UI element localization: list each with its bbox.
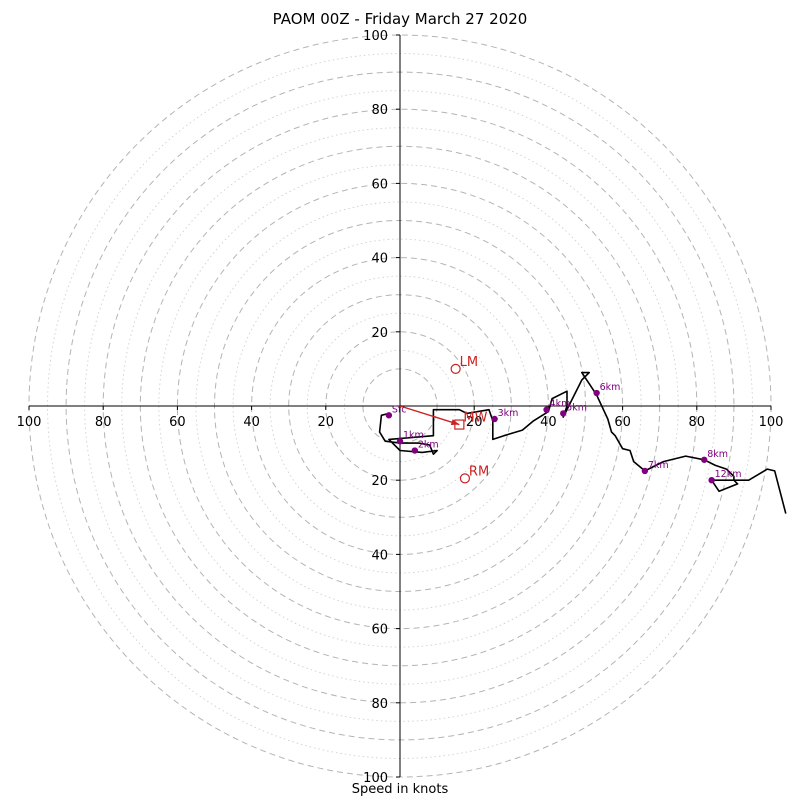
height-label-7km: 7km (648, 460, 669, 471)
y-tick-label-1: 80 (371, 697, 388, 712)
height-dot-2km (411, 447, 419, 454)
y-tick-label-9: 100 (363, 29, 388, 44)
x-tick-label-7: 60 (614, 415, 631, 430)
storm-label-RM: RM (469, 464, 489, 479)
height-dot-12km (708, 477, 715, 484)
y-tick-label-0: 100 (363, 771, 388, 786)
storm-label-LM: LM (460, 355, 478, 370)
y-tick-label-8: 80 (371, 103, 388, 118)
x-tick-label-0: 100 (17, 415, 42, 430)
y-tick-label-3: 40 (371, 548, 388, 563)
height-label-Sfc: Sfc (392, 404, 407, 415)
height-label-1km: 1km (403, 430, 424, 441)
x-axis-label: Speed in knots (351, 782, 449, 797)
storm-marker-LM (450, 363, 461, 374)
chart-title: PAOM 00Z - Friday March 27 2020 (272, 10, 528, 28)
height-dot-3km (491, 415, 498, 423)
height-dot-1km (396, 438, 404, 445)
height-label-4km: 4km (550, 399, 571, 410)
height-label-8km: 8km (707, 449, 728, 460)
height-dot-7km (641, 467, 649, 475)
mean-wind-arrow-shaft (399, 405, 460, 426)
x-tick-label-3: 40 (243, 415, 260, 430)
height-label-2km: 2km (418, 440, 439, 451)
height-dot-4km (543, 406, 550, 413)
y-tick-label-7: 60 (371, 177, 388, 192)
storm-motion-markers: LM RM MW (399, 355, 489, 484)
y-tick-label-4: 20 (371, 474, 388, 489)
x-tick-label-2: 60 (169, 415, 186, 430)
x-tick-label-9: 100 (759, 415, 784, 430)
height-label-5km: 5km (566, 402, 587, 413)
x-tick-label-8: 80 (689, 415, 706, 430)
storm-marker-MW (454, 419, 465, 430)
height-label-3km: 3km (498, 408, 519, 419)
wind-trace-line (378, 371, 787, 514)
x-tick-label-1: 80 (95, 415, 112, 430)
storm-marker-RM (459, 473, 471, 484)
y-tick-label-2: 60 (371, 623, 388, 638)
height-dot-Sfc (385, 412, 393, 419)
height-label-12km: 12km (715, 469, 742, 480)
wind-trace (378, 371, 787, 514)
x-tick-label-5: 20 (466, 415, 483, 430)
storm-label-MW: MW (463, 411, 487, 426)
height-dot-5km (560, 410, 567, 417)
height-dot-8km (701, 456, 708, 463)
y-tick-label-5: 20 (371, 326, 388, 341)
axis-ticks: 100 100 80 80 60 60 40 40 20 20 20 20 40 40 60 60 80 80 10… (17, 29, 784, 786)
y-tick-label-6: 40 (371, 252, 388, 267)
height-label-6km: 6km (600, 382, 621, 393)
x-tick-label-4: 20 (318, 415, 335, 430)
height-dot-6km (593, 389, 600, 397)
x-tick-label-6: 40 (540, 415, 557, 430)
